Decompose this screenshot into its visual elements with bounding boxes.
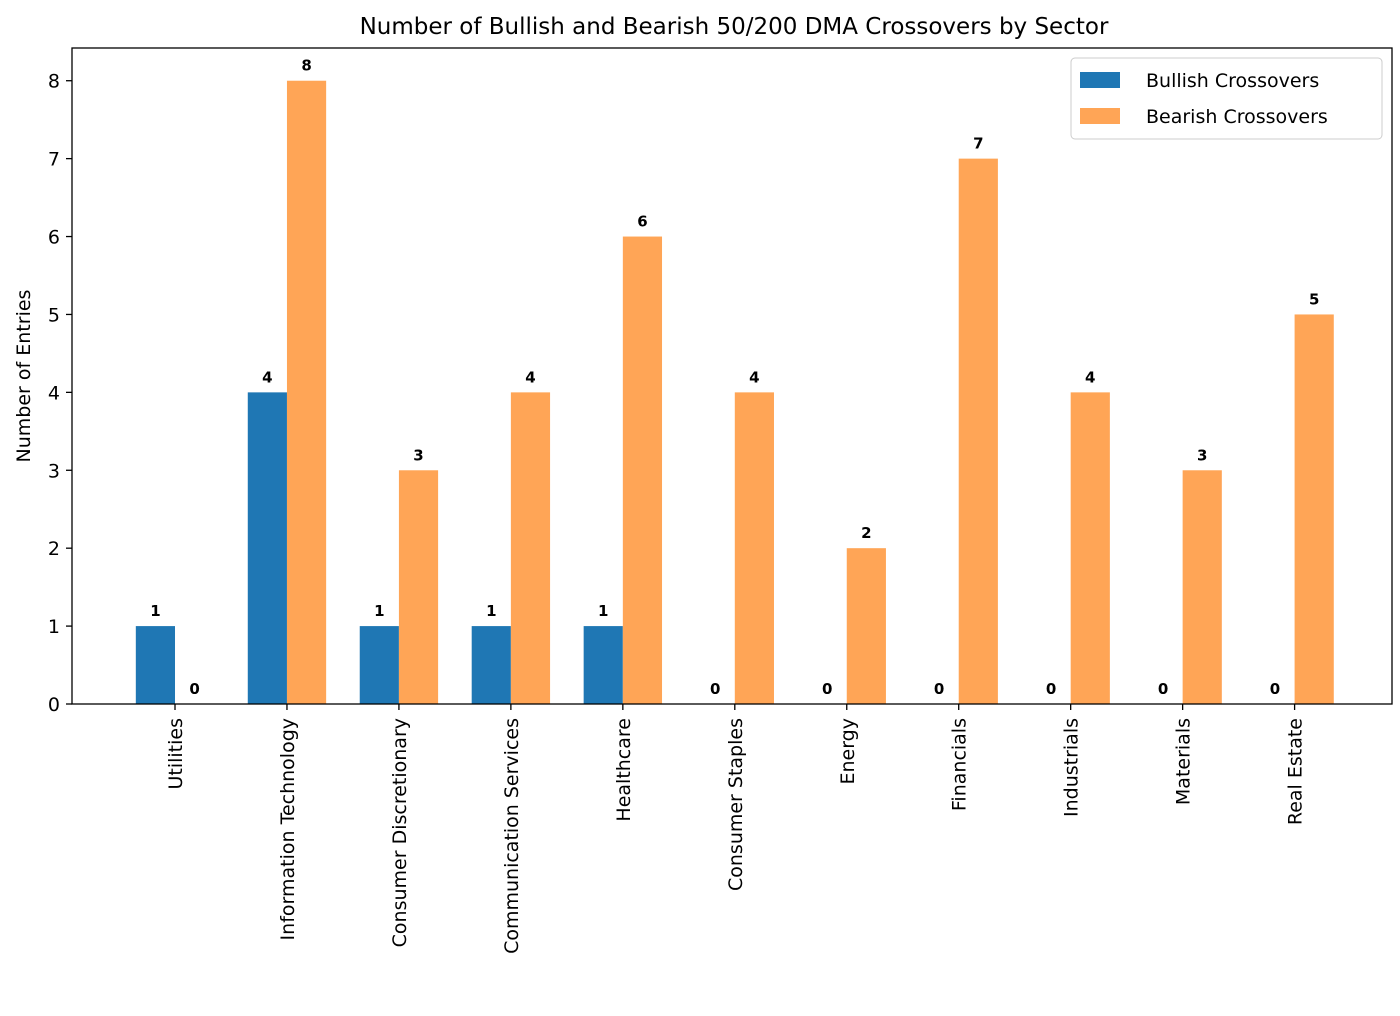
data-label: 1: [486, 602, 496, 620]
x-tick-label: Information Technology: [277, 718, 299, 940]
x-tick-label: Real Estate: [1285, 718, 1307, 825]
data-label: 2: [861, 524, 871, 542]
x-tick-label: Energy: [837, 718, 859, 785]
legend-swatch: [1080, 72, 1120, 88]
bar-bearish: [734, 392, 774, 704]
y-tick-label: 5: [48, 304, 60, 326]
bar-bullish: [359, 626, 399, 704]
chart-title: Number of Bullish and Bearish 50/200 DMA…: [360, 14, 1109, 40]
data-label: 0: [189, 680, 199, 698]
data-label: 4: [262, 368, 272, 386]
x-tick-label: Materials: [1173, 718, 1195, 805]
data-label: 0: [822, 680, 832, 698]
y-tick-label: 3: [48, 460, 60, 482]
data-label: 4: [525, 368, 535, 386]
x-tick-label: Industrials: [1061, 718, 1083, 817]
legend-label: Bullish Crossovers: [1146, 70, 1319, 92]
y-tick-label: 4: [48, 382, 60, 404]
data-label: 1: [150, 602, 160, 620]
bar-bearish: [1070, 392, 1110, 704]
y-axis-label: Number of Entries: [13, 290, 35, 463]
bar-bullish: [135, 626, 176, 704]
data-label: 0: [934, 680, 944, 698]
bar-bullish: [583, 626, 623, 704]
bar-bearish: [622, 236, 663, 704]
legend-label: Bearish Crossovers: [1146, 106, 1328, 128]
legend-swatch: [1080, 108, 1120, 124]
y-tick-label: 8: [48, 71, 60, 93]
data-label: 0: [1158, 680, 1168, 698]
x-tick-label: Consumer Discretionary: [389, 718, 411, 947]
data-label: 4: [1085, 368, 1095, 386]
y-tick-label: 6: [48, 227, 60, 249]
data-label: 0: [1270, 680, 1280, 698]
bar-bearish: [1182, 470, 1222, 704]
bar-bullish: [247, 392, 287, 704]
bar-bearish: [286, 80, 327, 704]
y-tick-label: 0: [48, 694, 60, 716]
y-tick-label: 2: [48, 538, 60, 560]
legend-box: [1070, 57, 1383, 140]
plot-frame: [71, 47, 1393, 705]
data-label: 4: [749, 368, 759, 386]
bar-bearish: [1294, 314, 1334, 704]
data-label: 6: [637, 213, 647, 231]
x-tick-label: Financials: [949, 718, 971, 811]
data-label: 7: [973, 135, 983, 153]
x-tick-label: Healthcare: [613, 718, 635, 822]
y-tick-label: 1: [48, 616, 60, 638]
x-tick-label: Utilities: [165, 718, 187, 790]
legend: Bullish Crossovers Bearish Crossovers: [1070, 57, 1383, 140]
x-tick-label: Communication Services: [501, 718, 523, 954]
y-tick-label: 7: [48, 149, 60, 171]
data-label: 0: [710, 680, 720, 698]
data-label: 1: [374, 602, 384, 620]
bar-bearish: [398, 470, 439, 704]
bar-bearish: [846, 548, 886, 704]
x-tick-label: Consumer Staples: [725, 718, 747, 891]
data-label: 5: [1309, 290, 1319, 308]
data-label: 8: [301, 57, 311, 75]
bar-bearish: [510, 392, 551, 704]
data-label: 3: [1197, 446, 1207, 464]
data-label: 0: [1046, 680, 1056, 698]
data-label: 1: [598, 602, 608, 620]
bar-bearish: [958, 158, 998, 704]
data-label: 3: [413, 446, 423, 464]
bar-bullish: [471, 626, 511, 704]
